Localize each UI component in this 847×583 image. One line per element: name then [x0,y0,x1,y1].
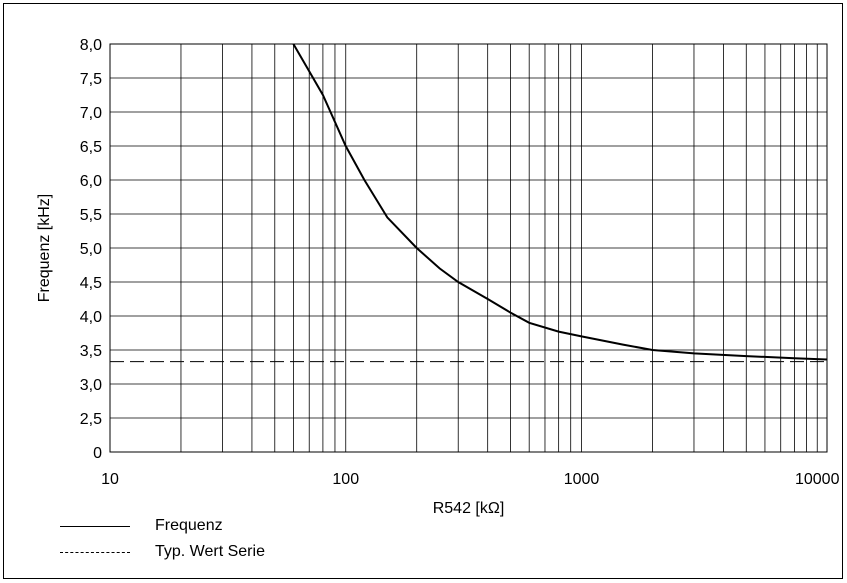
x-tick-label: 1000 [564,471,600,488]
chart-frame [3,3,843,579]
y-tick-label: 2,5 [80,411,102,428]
plot-area-border [109,43,828,453]
tick-labels: 0 2,5 3,0 3,5 4,0 4,5 5,0 5,5 6,0 6,5 7,0 7,5 8,0 10 1… [80,37,840,488]
y-tick-label: 7,0 [80,105,102,122]
frequenz-line [292,43,828,361]
y-tick-label: 4,0 [80,309,102,326]
legend-solid-line [60,525,130,527]
y-tick-label: 5,0 [80,241,102,258]
legend-item-frequenz: Frequenz [60,516,223,536]
legend-item-typ-wert-serie: Typ. Wert Serie [60,542,265,562]
y-tick-label: 3,0 [80,377,102,394]
x-tick-label: 100 [332,471,359,488]
x-tick-label: 10000 [795,471,840,488]
x-tick-label: 10 [101,471,119,488]
y-tick-label: 4,5 [80,275,102,292]
grid [109,43,827,453]
y-tick-label: 6,5 [80,139,102,156]
y-tick-label: 3,5 [80,343,102,360]
x-axis-label: R542 [kΩ] [433,500,505,517]
legend-label-frequenz: Frequenz [155,517,223,534]
y-tick-label: 7,5 [80,71,102,88]
y-tick-label: 8,0 [80,37,102,54]
y-tick-label: 0 [93,445,102,462]
y-axis-label: Frequenz [kHz] [36,194,53,302]
legend-label-typ-wert-serie: Typ. Wert Serie [155,543,265,560]
y-tick-label: 6,0 [80,173,102,190]
y-tick-label: 5,5 [80,207,102,224]
series-layer [110,43,828,363]
legend-dashed-line [60,551,130,553]
